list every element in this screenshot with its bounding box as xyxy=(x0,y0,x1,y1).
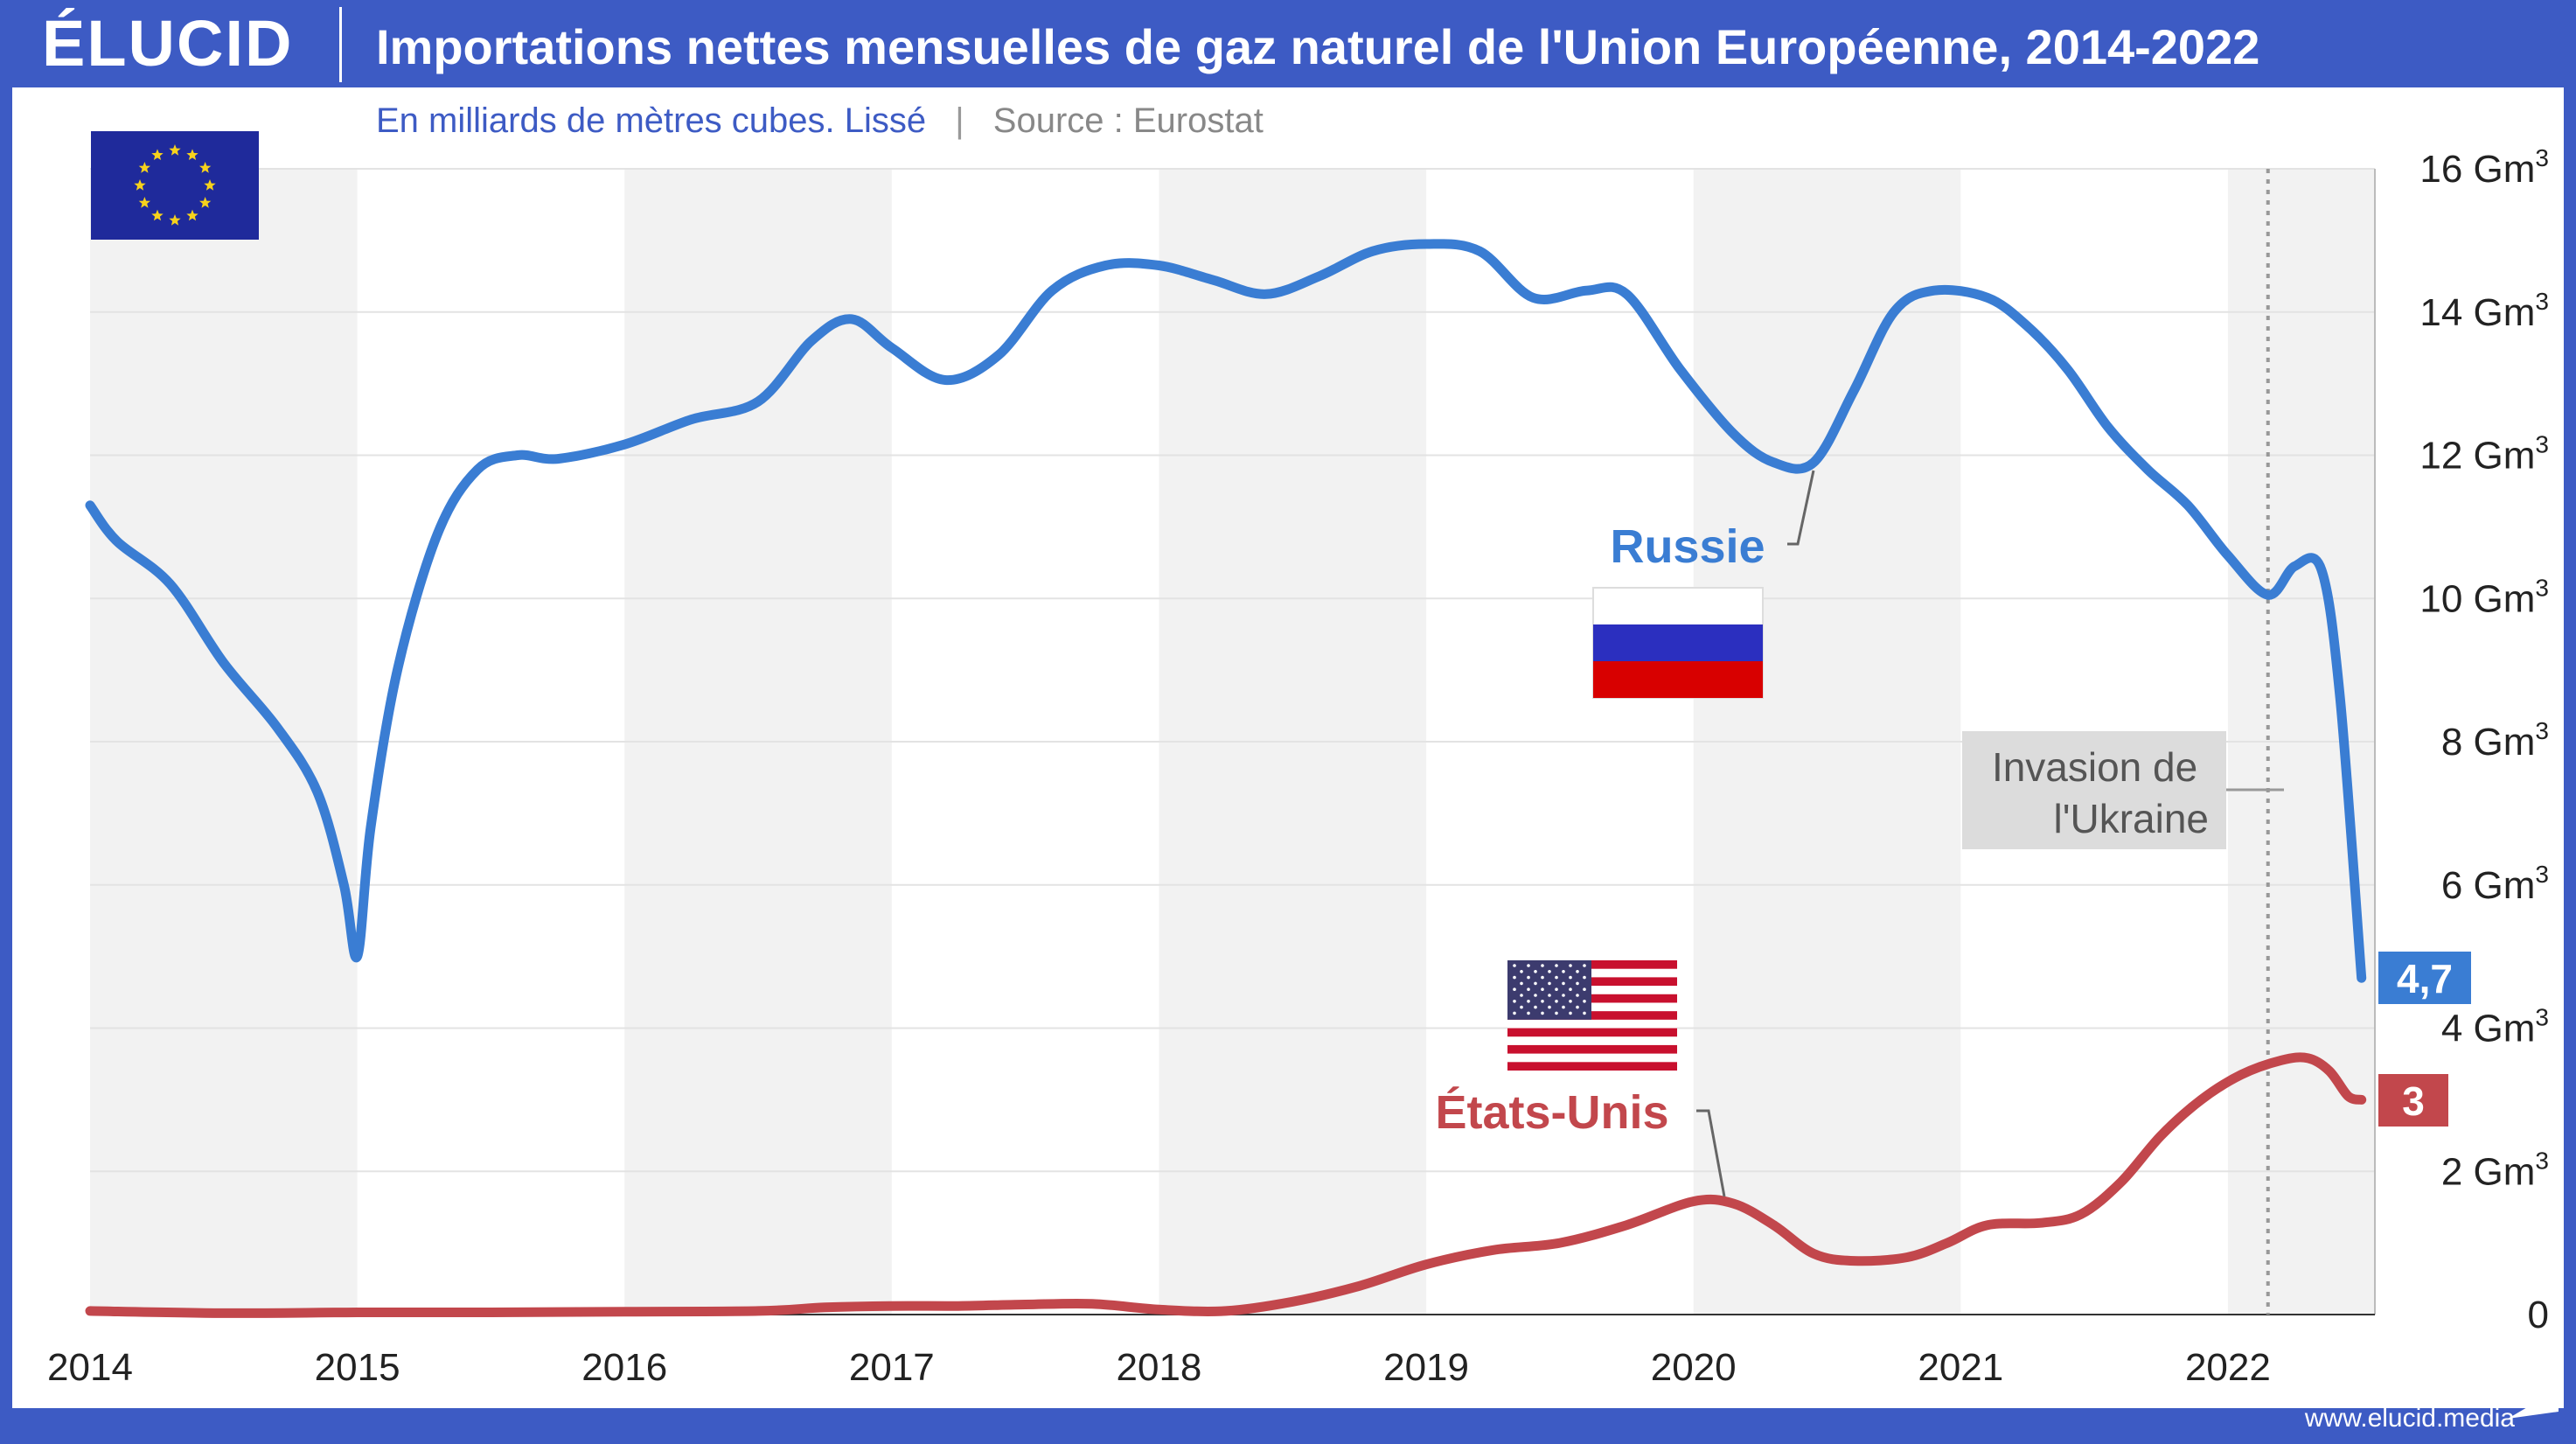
series-line-russia xyxy=(85,239,2367,983)
end-value-usa: 3 xyxy=(2378,1074,2448,1127)
invasion-label-line-1: Invasion de xyxy=(1992,744,2197,790)
y-tick-label: 10 Gm3 xyxy=(2419,574,2549,620)
end-value-russia: 4,7 xyxy=(2378,952,2471,1004)
x-axis-ticks: 2014 2015 2016 2017 2018 2019 2020 2021 2022 xyxy=(47,1346,2271,1389)
end-label-usa: 3 xyxy=(2402,1078,2425,1124)
x-tick-label: 2022 xyxy=(2185,1346,2271,1389)
elucid-logo: ÉLUCID xyxy=(42,7,294,80)
y-tick-label: 2 Gm3 xyxy=(2441,1147,2549,1193)
x-tick-label: 2017 xyxy=(849,1346,935,1389)
eu-flag-icon xyxy=(91,131,259,240)
footer-url-link[interactable]: www.elucid.media xyxy=(2304,1404,2515,1433)
x-tick-label: 2020 xyxy=(1651,1346,1737,1389)
header-divider xyxy=(339,7,342,82)
x-tick-label: 2015 xyxy=(315,1346,400,1389)
subtitle-separator: | xyxy=(955,101,964,140)
series-line-usa xyxy=(85,1052,2367,1318)
elucid-mark-icon xyxy=(2508,1389,2559,1419)
y-tick-label: 16 Gm3 xyxy=(2419,144,2549,191)
chart-title: Importations nettes mensuelles de gaz na… xyxy=(376,19,2260,74)
usa-label-leader xyxy=(1696,1109,1726,1197)
end-label-russia: 4,7 xyxy=(2397,956,2453,1001)
y-axis-ticks: 0 2 Gm3 4 Gm3 6 Gm3 8 Gm3 10 Gm3 12 Gm3 14 Gm3 1… xyxy=(2419,144,2549,1336)
y-tick-label: 6 Gm3 xyxy=(2441,861,2549,907)
x-tick-label: 2014 xyxy=(47,1346,133,1389)
invasion-label-line-2: l'Ukraine xyxy=(2053,796,2209,841)
subtitle-source: Source : Eurostat xyxy=(993,101,1264,140)
y-tick-label: 8 Gm3 xyxy=(2441,717,2549,764)
y-tick-label: 4 Gm3 xyxy=(2441,1004,2549,1050)
invasion-label-box xyxy=(1962,731,2226,849)
russia-label-leader xyxy=(1787,470,1815,546)
series-label-usa: États-Unis xyxy=(1435,1086,1668,1139)
russia-flag-icon xyxy=(1592,587,1764,699)
grid-lines xyxy=(90,168,2375,1173)
x-tick-label: 2021 xyxy=(1918,1346,2003,1389)
series-label-russia: Russie xyxy=(1610,520,1765,573)
x-tick-label: 2018 xyxy=(1117,1346,1202,1389)
subtitle-main: En milliards de mètres cubes. Lissé xyxy=(376,101,926,140)
header-bar: ÉLUCID Importations nettes mensuelles de… xyxy=(0,0,2576,87)
footer-bar xyxy=(0,1408,2576,1444)
y-tick-label: 14 Gm3 xyxy=(2419,288,2549,334)
x-tick-label: 2019 xyxy=(1383,1346,1469,1389)
y-tick-label: 0 xyxy=(2528,1294,2549,1336)
invasion-label: Invasion de l'Ukraine xyxy=(1992,744,2209,841)
y-tick-label: 12 Gm3 xyxy=(2419,431,2549,478)
usa-flag-icon xyxy=(1507,960,1677,1071)
x-tick-label: 2016 xyxy=(581,1346,667,1389)
chart-subtitle: En milliards de mètres cubes. Lissé | So… xyxy=(376,101,1264,140)
